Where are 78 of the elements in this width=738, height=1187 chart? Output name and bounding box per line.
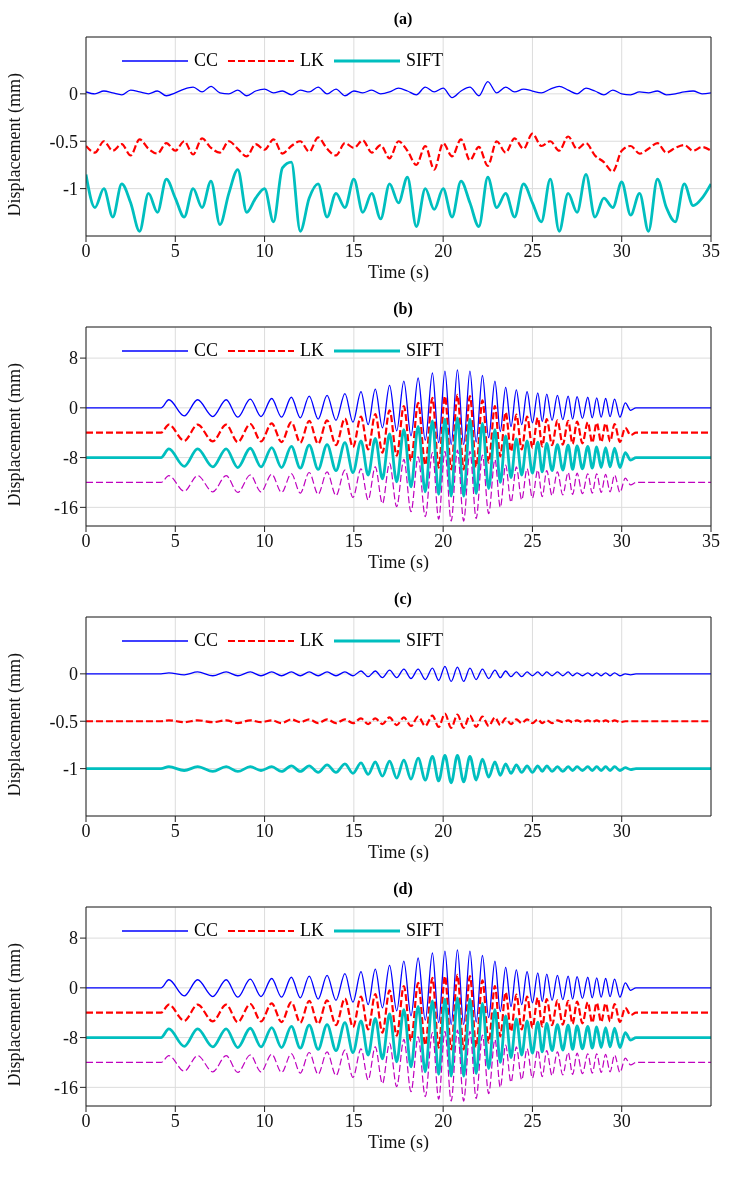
x-tick-label: 25: [523, 1110, 542, 1131]
legend-label: CC: [194, 630, 219, 651]
x-tick-label: 35: [702, 240, 720, 261]
y-tick-label: -1: [63, 179, 78, 200]
x-tick-label: 5: [170, 530, 180, 551]
legend-label: CC: [194, 920, 219, 941]
y-tick-label: -16: [54, 1077, 78, 1098]
x-tick-label: 5: [170, 1110, 180, 1131]
x-tick-label: 15: [344, 1110, 363, 1131]
line-series: [86, 712, 711, 729]
legend-label: SIFT: [406, 630, 444, 651]
x-tick-label: 15: [344, 530, 363, 551]
x-tick-label: 10: [255, 1110, 274, 1131]
x-tick-label: 20: [434, 820, 453, 841]
line-series: [86, 949, 711, 1026]
y-tick-label: 0: [69, 664, 78, 685]
x-tick-label: 10: [255, 240, 274, 261]
legend-label: LK: [300, 920, 325, 941]
chart-title: (c): [393, 589, 413, 610]
line-series: [86, 1029, 711, 1102]
y-axis-title: Displacement (mm): [4, 943, 26, 1087]
legend-label: LK: [300, 50, 325, 71]
line-series: [86, 449, 711, 522]
x-tick-label: 25: [523, 820, 542, 841]
y-tick-label: -8: [63, 447, 78, 468]
y-axis-title: Displacement (mm): [4, 363, 26, 507]
legend-label: SIFT: [406, 50, 444, 71]
x-tick-label: 30: [612, 1110, 631, 1131]
x-tick-label: 20: [434, 240, 453, 261]
y-tick-label: -0.5: [49, 131, 78, 152]
y-tick-label: 0: [69, 398, 78, 419]
line-series: [86, 973, 711, 1051]
x-tick-label: 25: [523, 530, 542, 551]
line-series: [86, 996, 711, 1078]
x-tick-label: 5: [170, 240, 180, 261]
line-series: [86, 369, 711, 446]
y-tick-label: -0.5: [49, 711, 78, 732]
x-axis-title: Time (s): [368, 1132, 429, 1153]
x-tick-label: 25: [523, 240, 542, 261]
y-tick-label: 8: [69, 928, 78, 949]
x-axis-title: Time (s): [368, 262, 429, 283]
chart-title: (a): [392, 9, 414, 30]
legend-label: LK: [300, 630, 325, 651]
line-series: [86, 132, 711, 173]
x-tick-label: 30: [612, 530, 631, 551]
line-series: [86, 753, 711, 785]
line-series: [86, 393, 711, 471]
x-tick-label: 20: [434, 1110, 453, 1131]
x-tick-label: 5: [170, 820, 180, 841]
x-axis-title: Time (s): [368, 552, 429, 573]
y-tick-label: 0: [69, 84, 78, 105]
x-tick-label: 30: [612, 240, 631, 261]
legend-label: LK: [300, 340, 325, 361]
x-tick-label: 30: [612, 820, 631, 841]
y-tick-label: -16: [54, 497, 78, 518]
y-axis-title: Displacement (mm): [4, 73, 26, 217]
line-series: [86, 416, 711, 498]
chart-title: (b): [392, 299, 414, 320]
y-tick-label: -1: [63, 759, 78, 780]
chart-title: (d): [392, 879, 414, 900]
y-tick-label: -8: [63, 1027, 78, 1048]
y-axis-title: Displacement (mm): [4, 653, 26, 797]
legend-label: CC: [194, 340, 219, 361]
x-tick-label: 20: [434, 530, 453, 551]
x-tick-label: 15: [344, 820, 363, 841]
x-tick-label: 10: [255, 820, 274, 841]
line-series: [86, 160, 711, 233]
line-series: [86, 80, 711, 99]
y-tick-label: 8: [69, 348, 78, 369]
x-tick-label: 10: [255, 530, 274, 551]
legend-label: SIFT: [406, 340, 444, 361]
legend-label: SIFT: [406, 920, 444, 941]
legend-label: CC: [194, 50, 219, 71]
x-axis-title: Time (s): [368, 842, 429, 863]
x-tick-label: 15: [344, 240, 363, 261]
y-tick-label: 0: [69, 978, 78, 999]
x-tick-label: 35: [702, 530, 720, 551]
line-series: [86, 665, 711, 683]
